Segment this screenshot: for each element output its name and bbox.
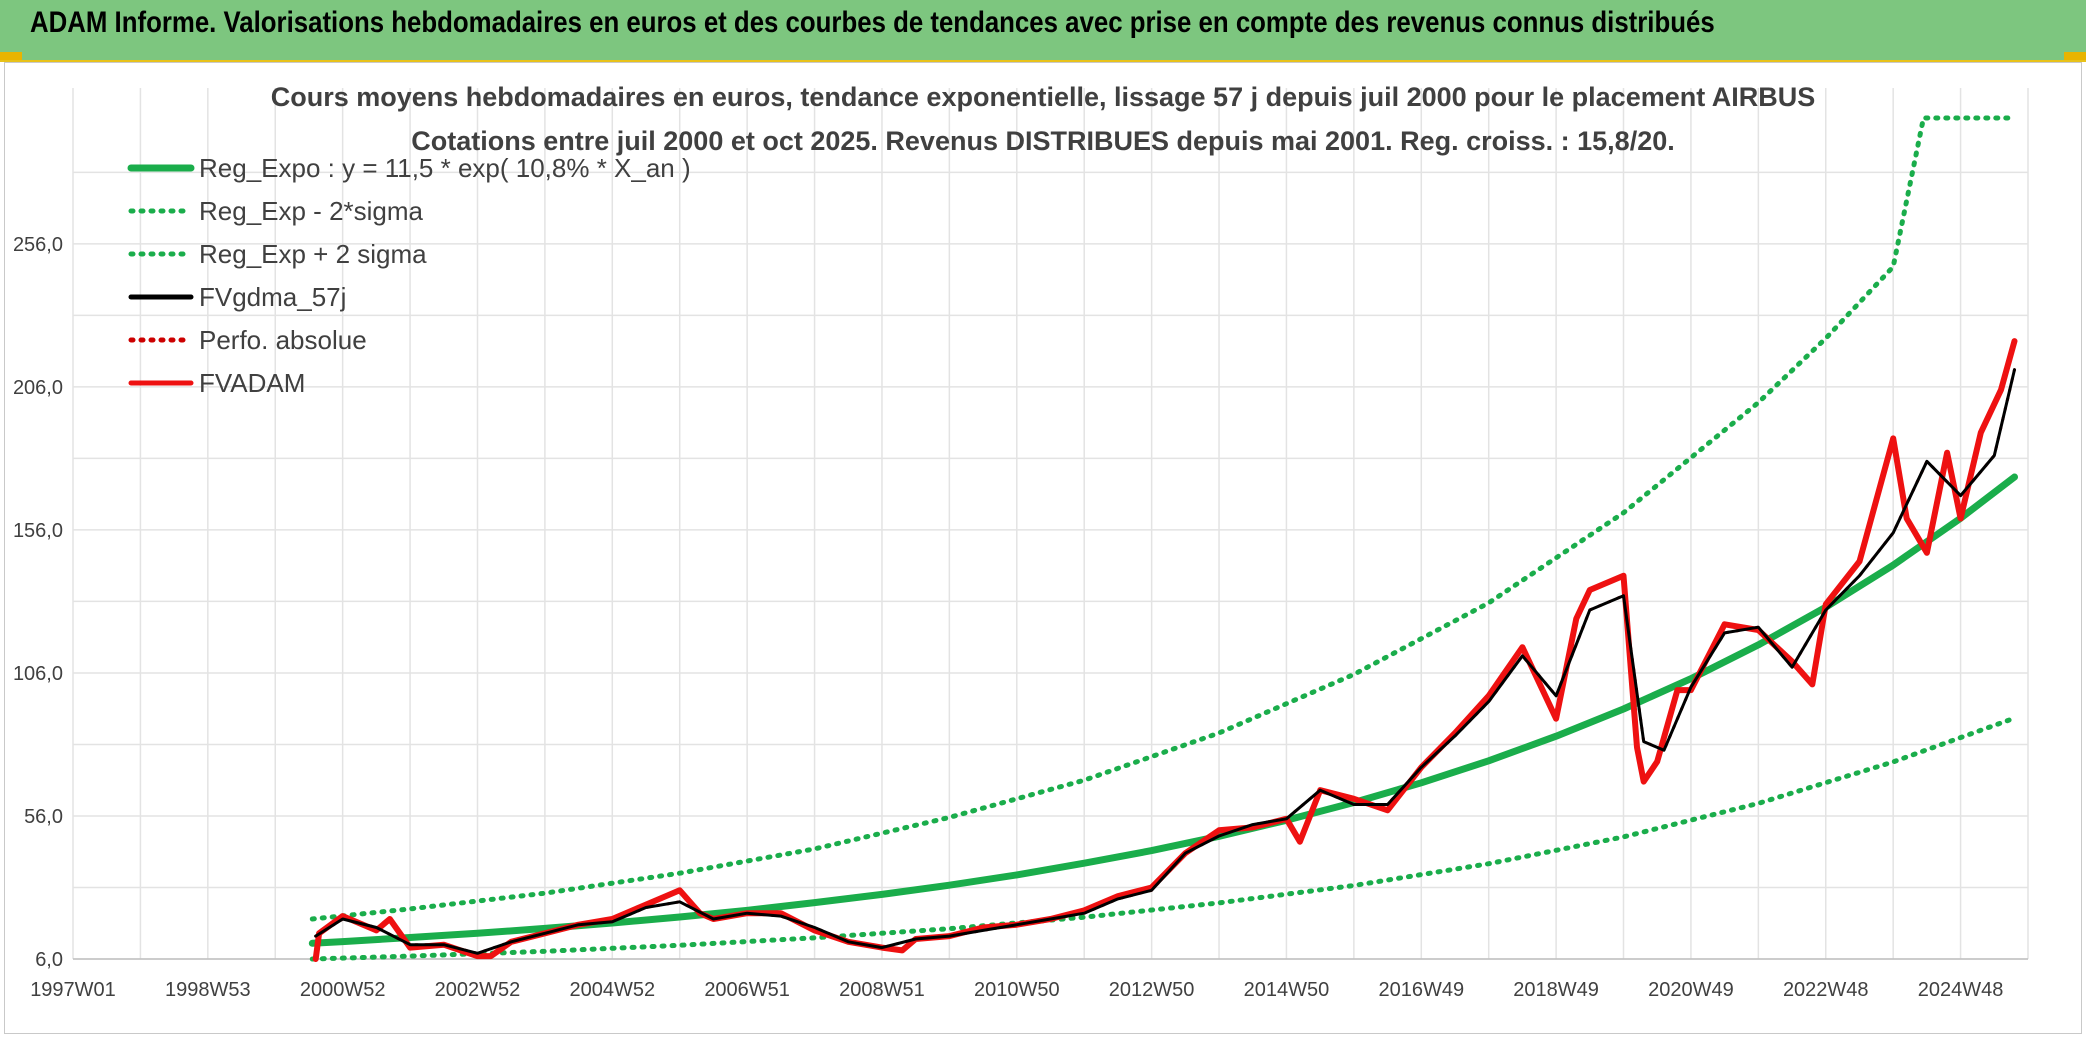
legend: Reg_Expo : y = 11,5 * exp( 10,8% * X_an …: [127, 153, 691, 398]
series-line-4: [314, 368, 2016, 955]
x-tick-label: 1997W01: [30, 979, 116, 1001]
axis-ticks: 6,0 56,0 106,0 156,0 206,0 256,0 1997W01 1998W5…: [13, 234, 2003, 1001]
x-tick-label: 2012W50: [1109, 979, 1195, 1001]
legend-label: FVgdma_57j: [199, 282, 346, 312]
x-tick-label: 2008W51: [839, 979, 925, 1001]
x-tick-label: 2002W52: [435, 979, 521, 1001]
x-tick-label: 2014W50: [1244, 979, 1330, 1001]
grid: [72, 88, 2029, 960]
series-layer: [308, 115, 2018, 962]
x-tick-label: 2004W52: [569, 979, 655, 1001]
x-tick-label: 2006W51: [704, 979, 790, 1001]
series-line-5: [312, 338, 2018, 962]
legend-label: Perfo. absolue: [199, 325, 367, 355]
x-tick-label: 2010W50: [974, 979, 1060, 1001]
y-tick-label: 206,0: [13, 377, 63, 399]
series-line-3: [314, 368, 2016, 955]
corner-mark-left: [0, 52, 22, 60]
chart-subtitle: Cotations entre juil 2000 et oct 2025. R…: [411, 126, 1674, 156]
x-tick-label: 2022W48: [1783, 979, 1869, 1001]
y-tick-label: 106,0: [13, 663, 63, 685]
x-tick-label: 1998W53: [165, 979, 251, 1001]
x-tick-label: 2018W49: [1513, 979, 1599, 1001]
legend-label: Reg_Exp + 2 sigma: [199, 239, 427, 269]
chart-area: 6,0 56,0 106,0 156,0 206,0 256,0 1997W01 1998W5…: [4, 62, 2082, 1034]
x-tick-label: 2016W49: [1378, 979, 1464, 1001]
page-title: ADAM Informe. Valorisations hebdomadaire…: [30, 6, 1715, 39]
legend-label: Reg_Expo : y = 11,5 * exp( 10,8% * X_an …: [199, 153, 691, 183]
corner-mark-right: [2064, 52, 2086, 60]
header-bar: ADAM Informe. Valorisations hebdomadaire…: [0, 0, 2086, 62]
chart-svg: 6,0 56,0 106,0 156,0 206,0 256,0 1997W01 1998W5…: [13, 82, 2029, 1001]
y-tick-label: 256,0: [13, 234, 63, 256]
x-tick-label: 2024W48: [1918, 979, 2004, 1001]
legend-label: FVADAM: [199, 368, 305, 398]
y-tick-label: 156,0: [13, 520, 63, 542]
x-tick-label: 2000W52: [300, 979, 386, 1001]
series-line-2: [309, 115, 2017, 922]
x-tick-label: 2020W49: [1648, 979, 1734, 1001]
chart-title: Cours moyens hebdomadaires en euros, ten…: [271, 82, 1815, 112]
series-line-1: [309, 715, 2017, 962]
legend-label: Reg_Exp - 2*sigma: [199, 196, 424, 226]
y-tick-label: 56,0: [24, 806, 63, 828]
y-tick-label: 6,0: [35, 949, 63, 971]
